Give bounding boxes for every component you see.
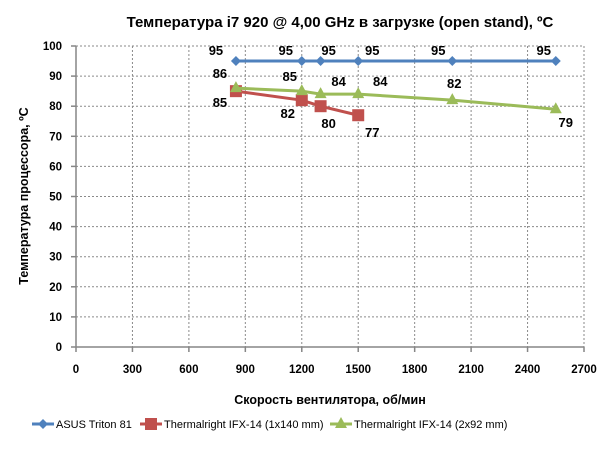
legend: ASUS Triton 81 Thermalright IFX-14 (1x140… [32,417,507,431]
data-label: 86 [213,66,227,81]
data-label: 79 [559,115,573,130]
x-tick-label: 1200 [289,364,315,376]
triangle-marker [549,102,562,114]
y-tick-label: 30 [49,252,62,264]
diamond-marker [230,56,241,67]
y-tick-label: 0 [56,342,62,354]
data-label: 85 [283,69,297,84]
x-tick-label: 1800 [402,364,428,376]
x-tick-label: 600 [179,364,198,376]
legend-label: ASUS Triton 81 [56,419,132,431]
y-tick-label: 40 [49,222,62,234]
data-label: 95 [537,43,551,58]
data-label: 95 [431,43,445,58]
y-tick-label: 80 [49,101,62,113]
x-tick-label: 2700 [571,364,597,376]
series-line [235,86,556,111]
data-label: 77 [365,125,379,140]
data-series [229,56,562,122]
chart-title: Температура i7 920 @ 4,00 GHz в загрузке… [127,14,554,31]
x-axis-title: Скорость вентилятора, об/мин [234,393,426,407]
series-2 [229,81,562,114]
data-label: 85 [213,95,227,110]
diamond-marker [447,56,458,67]
y-axis-ticks: 0 10 20 30 40 50 60 70 80 90 100 [43,41,62,354]
diamond-marker [296,56,307,67]
data-labels: 95 95 95 95 95 95 85 82 80 77 86 85 84 84 82 79 [209,43,573,140]
y-tick-label: 90 [49,71,62,83]
legend-label: Thermalright IFX-14 (2x92 mm) [354,419,507,431]
y-tick-label: 10 [49,312,62,324]
data-label: 84 [331,74,346,89]
square-marker [352,109,365,122]
triangle-marker [229,81,242,93]
data-label: 82 [281,106,295,121]
data-label: 84 [373,74,388,89]
x-tick-label: 1500 [345,364,371,376]
diamond-marker [550,56,561,67]
triangle-marker [446,93,459,105]
y-axis-title: Температура процессора, ºC [17,107,31,284]
x-tick-label: 2100 [458,364,484,376]
y-tick-label: 60 [49,161,62,173]
legend-item-1: Thermalright IFX-14 (1x140 mm) [140,418,324,431]
x-tick-label: 300 [123,364,142,376]
x-tick-label: 0 [73,364,79,376]
square-legend-icon [145,418,157,430]
x-axis-ticks: 0 300 600 900 1200 1500 1800 2100 2400 2700 [73,364,597,376]
series-line [235,89,359,117]
diamond-marker [353,56,364,67]
data-label: 82 [447,76,461,91]
legend-item-2: Thermalright IFX-14 (2x92 mm) [330,417,507,431]
x-tick-label: 2400 [515,364,541,376]
series-0 [230,56,561,67]
triangle-marker [314,87,327,99]
axes [71,45,585,352]
y-tick-label: 100 [43,41,62,53]
diamond-marker [315,56,326,67]
y-tick-label: 50 [49,192,62,204]
y-tick-label: 70 [49,131,62,143]
data-label: 95 [321,43,335,58]
legend-item-0: ASUS Triton 81 [32,419,132,431]
triangle-marker [295,84,308,96]
data-label: 95 [279,43,293,58]
diamond-legend-icon [38,419,48,429]
data-label: 95 [365,43,379,58]
y-tick-label: 20 [49,282,62,294]
triangle-marker [352,87,365,99]
data-label: 80 [321,116,335,131]
legend-label: Thermalright IFX-14 (1x140 mm) [164,419,324,431]
square-marker [314,100,327,113]
data-label: 95 [209,43,223,58]
x-tick-label: 900 [236,364,255,376]
gridlines [76,45,585,347]
square-marker [295,94,308,107]
triangle-legend-icon [335,417,347,428]
